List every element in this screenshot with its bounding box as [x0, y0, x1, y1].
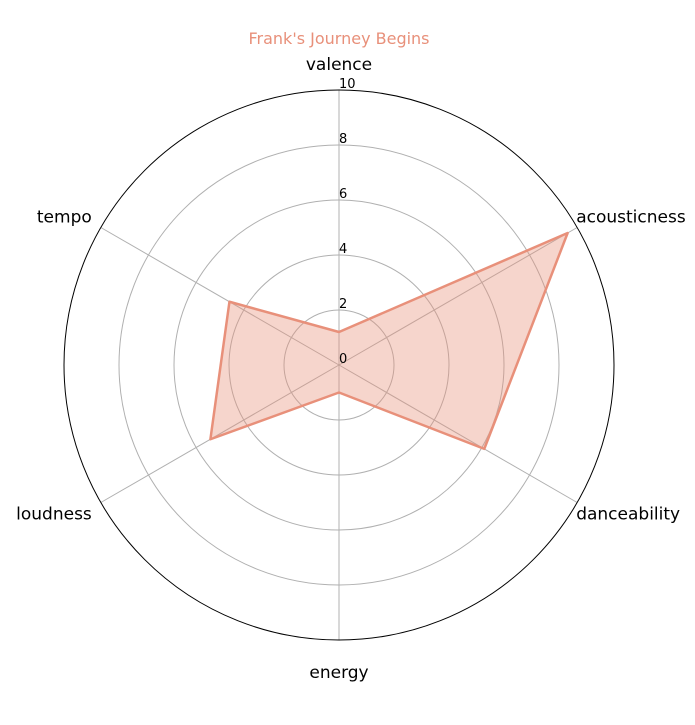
r-tick-label: 8 — [339, 132, 347, 147]
axis-label-layer: valence acousticness danceability energy lou… — [16, 55, 686, 683]
grid-spoke — [100, 227, 340, 366]
axis-label-valence: valence — [306, 55, 372, 75]
axis-label-acousticness: acousticness — [576, 208, 686, 228]
grid-layer — [63, 89, 615, 641]
r-tick-label: 4 — [339, 242, 347, 257]
tick-layer: 0 2 4 6 8 10 — [339, 77, 356, 367]
series-layer — [209, 231, 569, 451]
r-tick-label: 0 — [339, 352, 347, 367]
axis-label-loudness: loudness — [16, 505, 92, 525]
grid-spoke — [338, 364, 578, 503]
chart-title: Frank's Journey Begins — [248, 29, 429, 48]
series-line — [209, 231, 569, 451]
axis-label-energy: energy — [309, 663, 368, 683]
axis-label-tempo: tempo — [37, 208, 92, 228]
grid-spoke — [338, 227, 578, 366]
r-tick-label: 2 — [339, 297, 347, 312]
r-tick-label: 6 — [339, 187, 347, 202]
outer-frame — [63, 89, 615, 641]
r-tick-label: 10 — [339, 77, 356, 92]
series-area — [210, 233, 568, 449]
grid-spoke — [100, 364, 340, 503]
axis-label-danceability: danceability — [576, 505, 680, 525]
